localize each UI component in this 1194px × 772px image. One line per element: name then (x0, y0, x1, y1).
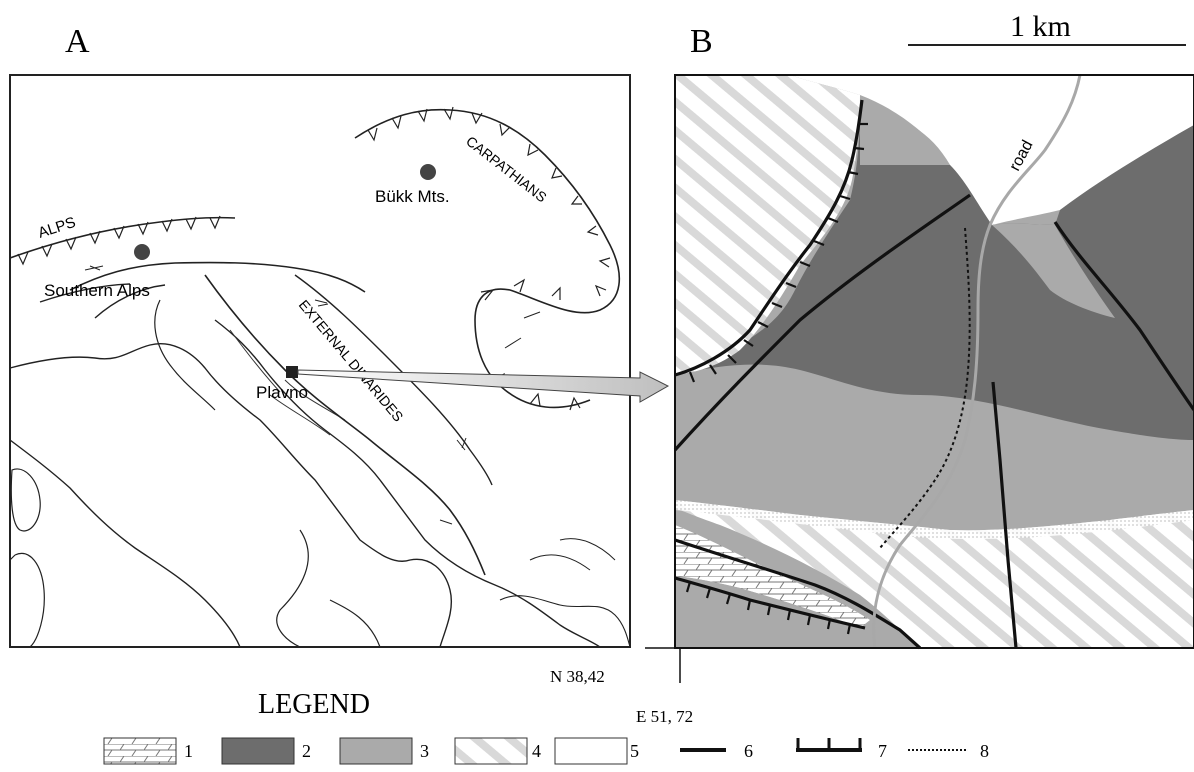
map-a-frame (9, 74, 631, 648)
dinarides-front (204, 274, 486, 576)
strike-slip-arrow-4 (439, 519, 453, 525)
balkan-coast (499, 595, 631, 648)
alps-thrust (9, 216, 236, 259)
panel-a-label: A (65, 23, 90, 60)
sardinia (9, 552, 45, 648)
bukk-marker (420, 164, 436, 180)
legend-num-7: 7 (878, 741, 887, 761)
aegean-coast (529, 538, 616, 571)
unit-4-south (675, 500, 1194, 648)
dinarides-fault (294, 274, 493, 486)
thrust-west-ticks (688, 122, 868, 383)
legend-num-1: 1 (184, 741, 193, 761)
dinaric-coast (214, 319, 601, 648)
scale-label: 1 km (1010, 10, 1071, 43)
legend-num-8: 8 (980, 741, 989, 761)
gargano-coast (276, 529, 309, 648)
map-a: ALPS Southern Alps Bükk Mts. CARPATHIANS… (9, 74, 631, 648)
coord-north: N 38,42 (550, 667, 605, 686)
zoom-arrow (297, 369, 670, 403)
fault-2 (1053, 221, 1194, 411)
strike-slip-arrow-1 (84, 265, 104, 271)
legend-num-6: 6 (744, 741, 753, 761)
legend-num-4: 4 (532, 741, 541, 761)
italy-east-coast (9, 343, 452, 648)
southern-alps-front (39, 283, 166, 319)
strike-slip-arrow-2 (314, 299, 329, 307)
unit-3-north (860, 108, 950, 165)
fault-1 (673, 193, 971, 452)
plavno-marker (286, 366, 298, 378)
legend-num-2: 2 (302, 741, 311, 761)
map-b-frame (674, 74, 1194, 649)
legend-swatch-3 (339, 737, 413, 765)
italy-west-coast (9, 439, 241, 648)
legend-title: LEGEND (258, 689, 370, 720)
apulia-coast (329, 599, 381, 648)
fault-4 (674, 538, 922, 650)
coord-east: E 51, 72 (636, 707, 693, 726)
plavno-label: Plavno (256, 383, 308, 402)
legend-swatch-7 (796, 738, 862, 752)
road (872, 74, 1082, 649)
corsica (10, 468, 41, 532)
bukk-label: Bükk Mts. (375, 187, 450, 206)
alps-thrust-teeth (17, 215, 221, 266)
legend-swatch-5 (554, 737, 628, 765)
unit-4-west (675, 75, 860, 375)
thrust-west (674, 99, 864, 377)
southern-alps-marker (134, 244, 150, 260)
inferred-fault (879, 227, 971, 549)
unit-3-east (992, 223, 1115, 318)
legend-swatch-2 (221, 737, 295, 765)
legend-swatch-1 (103, 737, 177, 765)
legend-num-5: 5 (630, 741, 639, 761)
thrust-south-ticks (685, 581, 852, 635)
unit-4-south-fringe (675, 500, 1194, 539)
unit-1 (675, 525, 870, 628)
periadriatic-line (69, 261, 366, 293)
carpathian-teeth (367, 106, 611, 411)
carpathian-arrows (504, 311, 541, 349)
unit-2-central (675, 110, 1194, 440)
po-plain-edge (154, 299, 216, 411)
panel-b-label: B (690, 23, 713, 60)
southern-alps-label: Southern Alps (44, 281, 150, 300)
strike-slip-arrow-3 (456, 437, 467, 451)
legend-swatch-4 (454, 737, 528, 765)
legend-num-3: 3 (420, 741, 429, 761)
unit-5-top (790, 75, 1194, 225)
legend-items: 1 2 3 4 5 6 7 8 (103, 737, 989, 765)
fault-3 (991, 381, 1018, 649)
geologic-map-b: road (673, 74, 1194, 650)
